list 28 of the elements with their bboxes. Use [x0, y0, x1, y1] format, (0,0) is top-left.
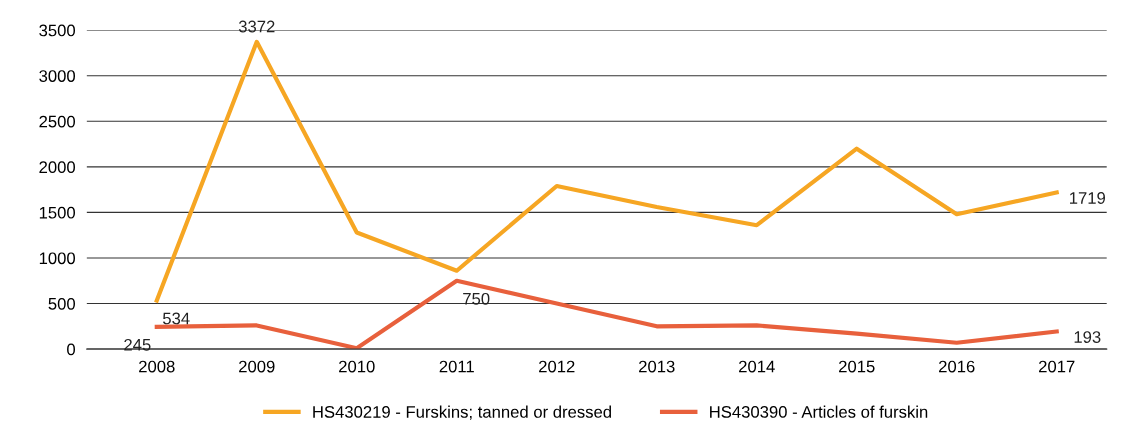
y-tick-label: 1000 [39, 252, 76, 265]
x-tick-label: 2014 [739, 360, 775, 373]
data-label: 193 [1074, 331, 1101, 343]
y-tick-label: 3000 [39, 70, 76, 82]
y-tick-label: 0 [67, 343, 76, 356]
y-tick-label: 3500 [39, 24, 76, 37]
legend-label: HS430219 - Furskins; tanned or dressed [313, 405, 611, 420]
x-tick-label: 2015 [839, 360, 875, 373]
y-tick-label: 500 [48, 297, 76, 310]
x-tick-label: 2017 [1039, 360, 1075, 373]
x-tick-label: 2008 [139, 360, 175, 373]
data-label: 534 [162, 312, 190, 325]
x-tick-label: 2011 [439, 360, 474, 373]
y-tick-label: 2500 [39, 115, 76, 128]
x-tick-label: 2010 [339, 360, 375, 373]
data-label: 1719 [1070, 192, 1106, 204]
y-tick-label: 1500 [39, 206, 76, 219]
data-label: 750 [463, 292, 490, 305]
y-tick-label: 2000 [39, 161, 76, 174]
x-tick-label: 2012 [539, 360, 575, 373]
x-tick-label: 2009 [239, 360, 275, 373]
data-label: 245 [124, 338, 151, 351]
line-series [154, 278, 1059, 350]
x-tick-label: 2013 [639, 360, 675, 373]
line-series [154, 39, 1059, 303]
data-label: 3372 [238, 20, 275, 33]
legend-label: HS430390 - Articles of furskin [710, 405, 928, 418]
x-tick-label: 2016 [939, 360, 975, 373]
